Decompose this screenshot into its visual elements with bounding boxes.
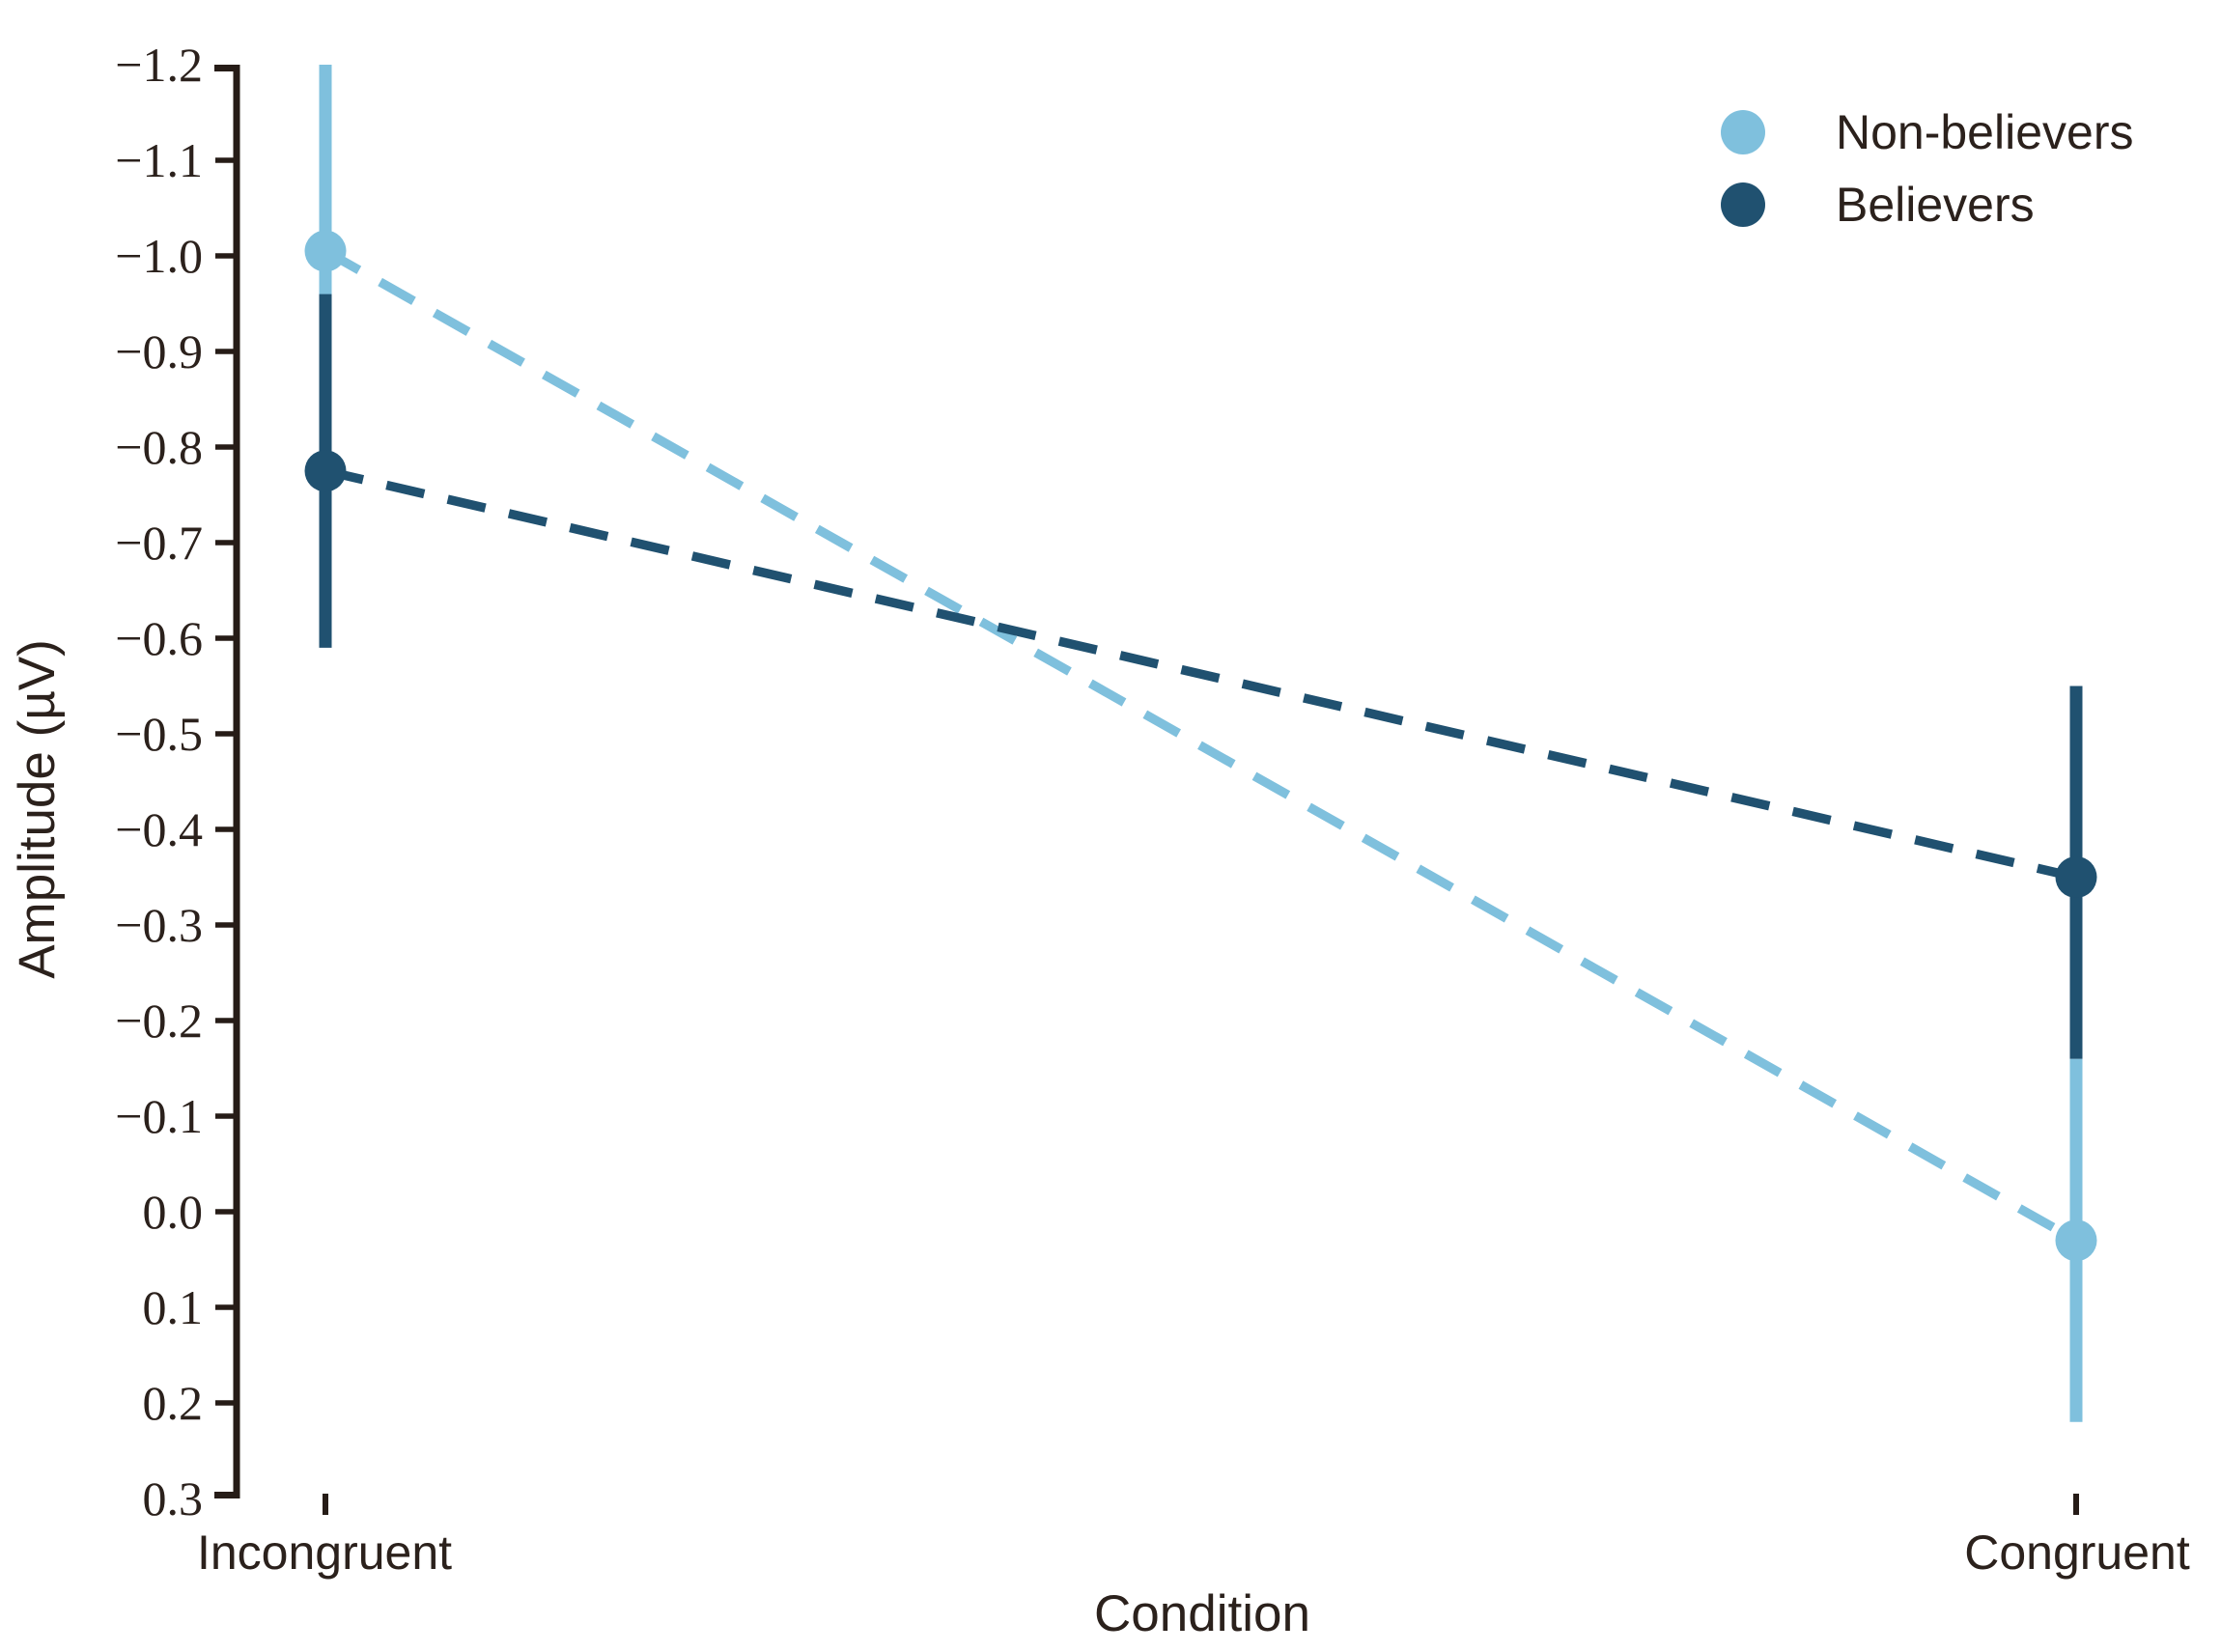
y-tick-label: −0.7 <box>115 516 203 570</box>
data-point-believers-incongruent <box>304 450 347 492</box>
y-tick-label: −0.3 <box>115 898 203 952</box>
y-tick-label: −0.9 <box>115 324 203 378</box>
legend-marker-believers-icon <box>1721 182 1765 227</box>
x-axis: Incongruent Congruent Condition <box>197 1494 2190 1642</box>
y-tick-label: 0.2 <box>143 1376 204 1430</box>
trend-line-nonbelievers <box>323 246 2079 1245</box>
y-axis-spine <box>214 65 240 1498</box>
y-tick-label: 0.3 <box>143 1471 204 1526</box>
y-tick-label: −0.5 <box>115 707 203 761</box>
y-tick-label: −0.4 <box>115 802 203 856</box>
x-axis-title: Condition <box>1094 1585 1310 1642</box>
y-tick-label: −1.0 <box>115 229 203 283</box>
data-point-nonbelievers-incongruent <box>304 230 347 272</box>
legend: Non-believers Believers <box>1721 105 2133 232</box>
y-axis: −1.2 −1.1 −1.0 −0.9 −0.8 −0.7 −0.6 −0.5 −0.4 −0.3… <box>115 38 240 1526</box>
legend-label-nonbelievers: Non-believers <box>1836 105 2133 159</box>
data-point-nonbelievers-congruent <box>2055 1219 2097 1262</box>
y-tick-label: 0.0 <box>143 1185 204 1239</box>
y-tick-label: −1.2 <box>115 38 203 92</box>
x-tick-label-incongruent: Incongruent <box>197 1526 452 1580</box>
x-tick-label-congruent: Congruent <box>1964 1526 2190 1580</box>
legend-label-believers: Believers <box>1836 178 2035 232</box>
data-point-believers-congruent <box>2055 856 2097 898</box>
legend-marker-nonbelievers-icon <box>1721 110 1765 154</box>
y-tick-label: −0.2 <box>115 994 203 1048</box>
y-tick-label: −0.8 <box>115 420 203 474</box>
y-tick-label: −0.6 <box>115 611 203 665</box>
y-tick-label: 0.1 <box>143 1280 204 1334</box>
trend-line-believers <box>323 466 2078 882</box>
y-tick-label: −1.1 <box>115 133 203 187</box>
y-axis-title: Amplitude (µV) <box>9 639 66 979</box>
series-layer <box>304 65 2097 1422</box>
y-tick-label: −0.1 <box>115 1089 203 1143</box>
